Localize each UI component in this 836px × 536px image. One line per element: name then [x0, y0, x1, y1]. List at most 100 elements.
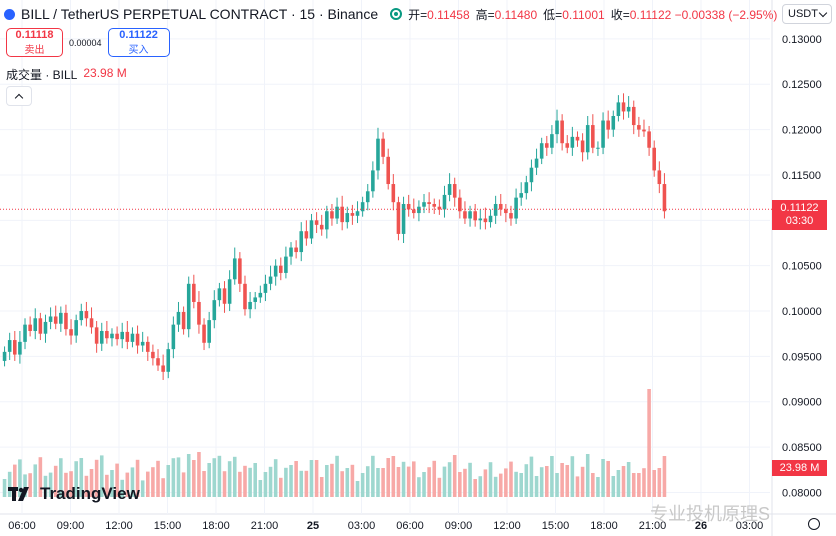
- candle-body: [99, 330, 104, 344]
- buy-button[interactable]: 0.11122 买入: [107, 28, 170, 57]
- candle-body: [355, 211, 360, 216]
- time-tick-label: 15:00: [154, 520, 182, 532]
- candle-body: [176, 311, 181, 325]
- volume-bar: [335, 455, 339, 497]
- time-tick-label: 25: [307, 520, 319, 532]
- volume-bar: [299, 470, 304, 497]
- price-axis[interactable]: 0.130000.125000.120000.115000.110000.105…: [782, 34, 822, 500]
- volume-bar: [151, 467, 155, 497]
- candle-body: [212, 300, 217, 321]
- volume-bar: [376, 468, 380, 497]
- volume-bar: [411, 461, 416, 497]
- volume-bar: [463, 468, 467, 497]
- tradingview-logo-text: TradingView: [40, 484, 140, 503]
- volume-legend: 成交量 · BILL 23.98 M: [6, 66, 127, 83]
- eye-icon[interactable]: [390, 8, 403, 20]
- candle-body: [53, 316, 58, 324]
- close-value: 0.11122 −0.00338 (−2.95%): [629, 7, 778, 22]
- candle-body: [442, 194, 447, 210]
- open-label: 开=: [408, 7, 428, 22]
- candle-body: [539, 143, 544, 159]
- candle-body: [2, 351, 7, 361]
- price-tick-label: 0.11500: [782, 170, 821, 182]
- volume-bar: [570, 456, 575, 497]
- candle-body: [401, 203, 406, 234]
- candlesticks: [2, 93, 667, 380]
- candle-body: [657, 170, 662, 185]
- volume-bar: [79, 458, 84, 497]
- candle-body: [181, 311, 186, 330]
- volume-bar: [197, 452, 201, 497]
- sell-button[interactable]: 0.11118 卖出: [6, 28, 63, 57]
- volume-bar: [105, 474, 109, 497]
- candle-body: [391, 184, 396, 203]
- candle-body: [365, 191, 370, 203]
- currency-select[interactable]: USDT: [782, 4, 832, 24]
- volume-bar: [524, 464, 529, 497]
- candle-body: [345, 213, 350, 223]
- candle-body: [192, 283, 196, 302]
- candle-body: [186, 283, 191, 330]
- time-tick-label: 18:00: [590, 520, 618, 532]
- last-price-value: 0.11122: [780, 202, 819, 214]
- volume-bar: [130, 467, 135, 497]
- symbol-title[interactable]: BILL / TetherUS PERPETUAL CONTRACT · 15 …: [21, 6, 379, 22]
- candle-body: [514, 197, 518, 219]
- candle-body: [452, 184, 457, 198]
- volume-bar: [580, 466, 585, 497]
- volume-bar: [534, 476, 539, 497]
- volume-bar: [381, 468, 385, 497]
- settings-icon[interactable]: [808, 518, 820, 530]
- candle-body: [432, 203, 437, 207]
- candle-body: [115, 333, 119, 340]
- time-tick-label: 18:00: [202, 520, 230, 532]
- volume-bar: [657, 468, 662, 497]
- volume-bar: [626, 462, 631, 497]
- time-tick-label: 09:00: [57, 520, 85, 532]
- candle-body: [340, 206, 344, 223]
- tradingview-logo[interactable]: TradingView: [8, 484, 140, 504]
- collapse-legend-button[interactable]: [6, 86, 32, 106]
- candle-body: [575, 136, 580, 141]
- volume-bar: [555, 473, 559, 497]
- candle-body: [642, 129, 646, 132]
- volume-bar: [493, 476, 498, 497]
- candle-body: [550, 134, 554, 148]
- candle-body: [140, 341, 145, 346]
- candle-body: [606, 120, 610, 130]
- volume-bar: [340, 471, 344, 497]
- candle-body: [89, 318, 94, 328]
- candle-body: [601, 120, 605, 148]
- currency-value: USDT: [788, 8, 818, 20]
- volume-bar: [591, 473, 595, 497]
- volume-bar: [458, 472, 462, 497]
- candle-body: [631, 106, 636, 126]
- candle-body: [319, 224, 324, 230]
- volume-bar: [186, 454, 191, 497]
- buy-price: 0.11122: [119, 29, 158, 41]
- volume-bar: [74, 461, 78, 497]
- time-tick-label: 06:00: [8, 520, 36, 532]
- volume-bar: [642, 468, 646, 497]
- candle-body: [43, 321, 48, 334]
- candle-body: [48, 316, 53, 322]
- candle-body: [325, 211, 329, 230]
- volume-bar: [304, 470, 309, 497]
- volume-bars: [2, 389, 667, 497]
- candle-body: [110, 333, 114, 339]
- volume-bar: [432, 460, 437, 497]
- volume-bar: [135, 459, 140, 497]
- price-tick-label: 0.09500: [782, 351, 822, 363]
- price-tick-label: 0.08500: [782, 442, 822, 454]
- candle-body: [544, 143, 549, 148]
- candle-body: [570, 136, 575, 148]
- volume-bar: [33, 464, 38, 497]
- volume-bar: [442, 466, 447, 497]
- volume-bar: [314, 460, 319, 497]
- candle-body: [232, 258, 237, 280]
- time-axis[interactable]: 06:00 09:00 12:00 15:00 18:00 21:00 25 03:00 06:…: [8, 520, 763, 532]
- candle-body: [243, 283, 247, 310]
- candle-body: [284, 256, 288, 273]
- candle-body: [69, 329, 73, 336]
- candle-body: [145, 341, 150, 352]
